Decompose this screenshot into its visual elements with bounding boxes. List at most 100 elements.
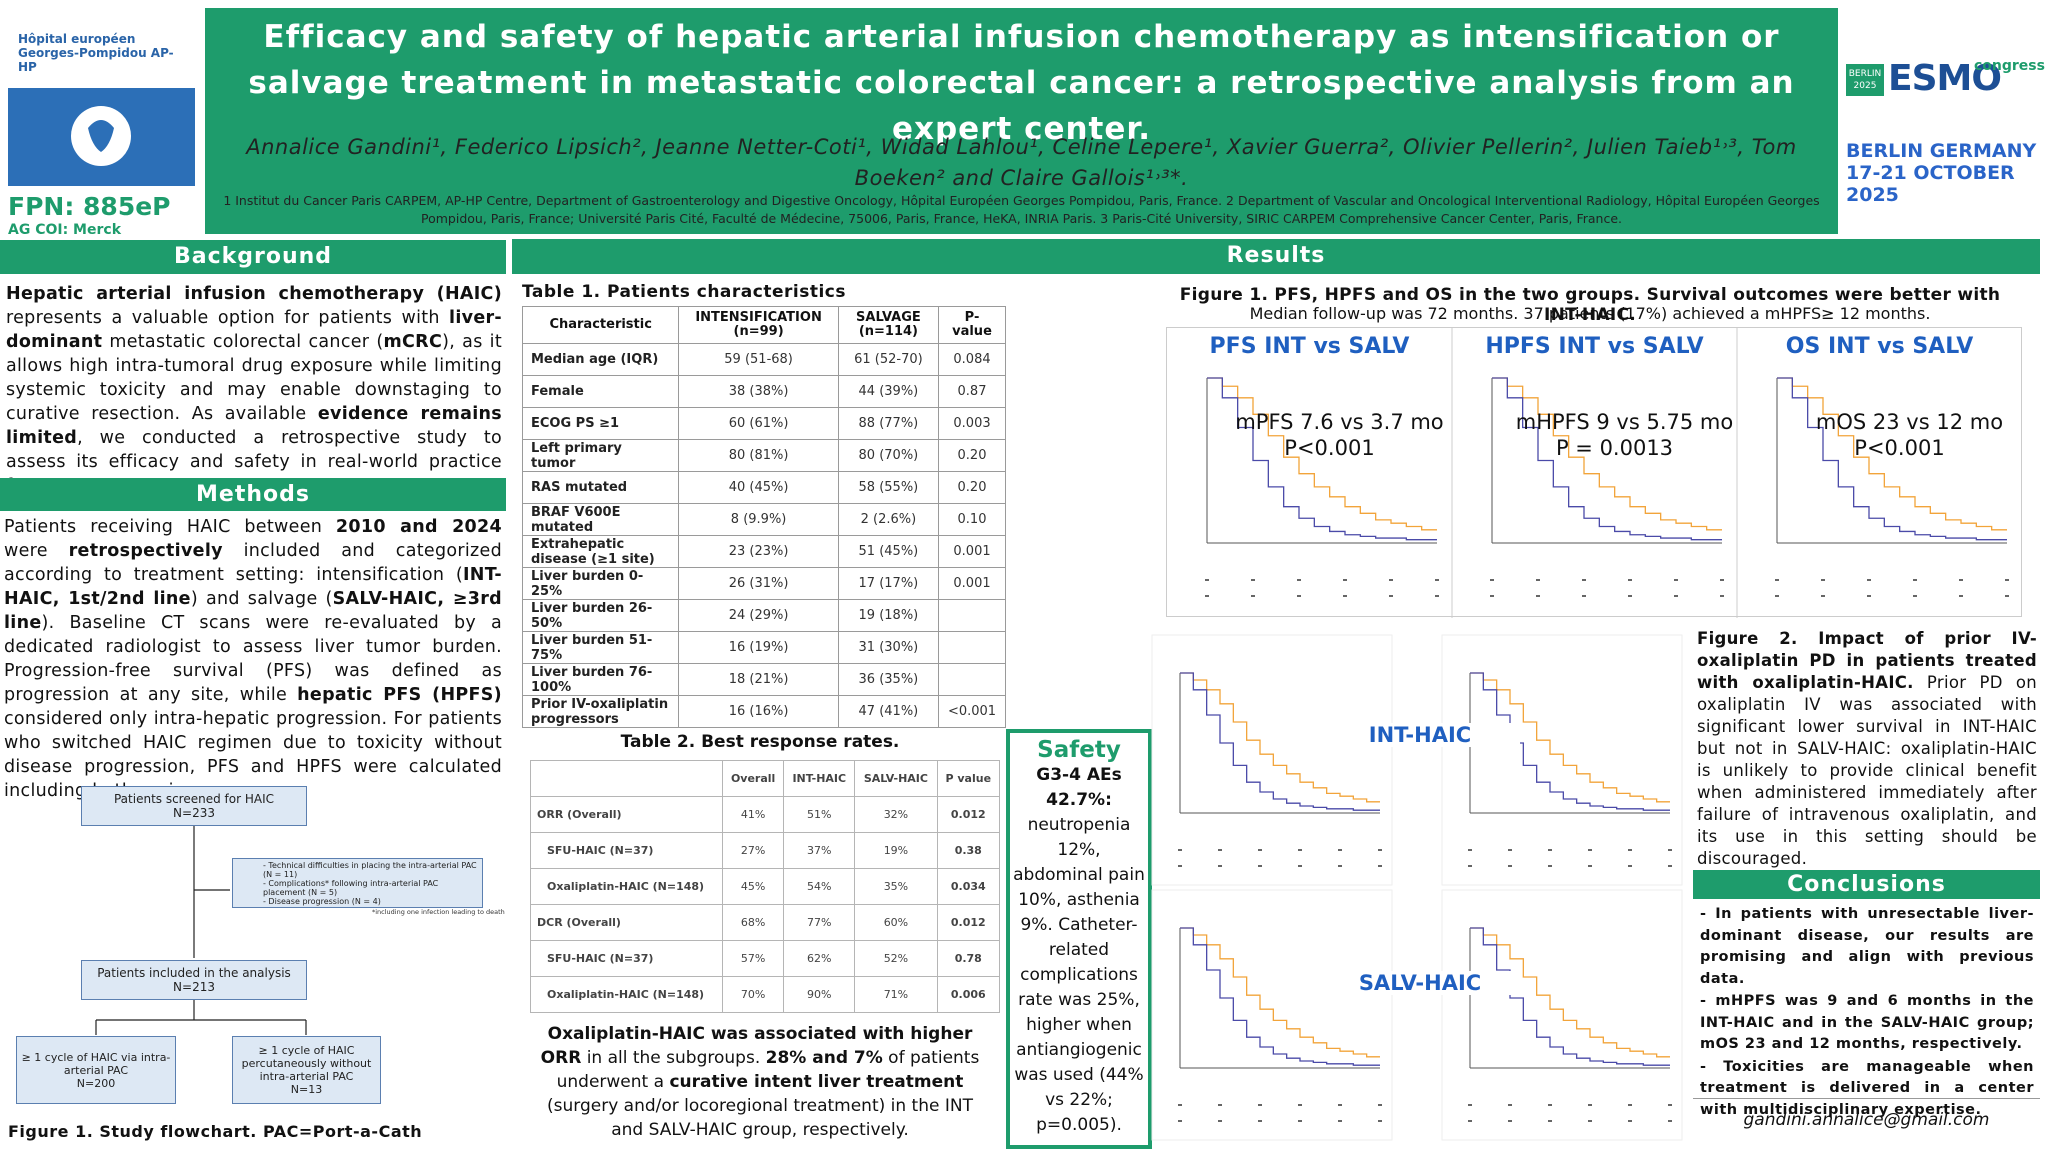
table-cell: RAS mutated [521,471,680,504]
risk-table-dot [1251,595,1255,597]
panel-median: mPFS 7.6 vs 3.7 mo [1235,410,1444,434]
table-cell: 80 (70%) [837,439,940,472]
section-heading: Background [0,240,506,274]
table2-text: Oxaliplatin-HAIC was associated with hig… [540,1022,980,1142]
table-cell [938,631,1006,664]
flow-text: - Technical difficulties in placing the … [263,860,477,879]
risk-table-dot [2005,595,2009,597]
table-cell: ECOG PS ≥1 [521,407,680,440]
background-text: Hepatic arterial infusion chemotherapy (… [6,282,502,498]
risk-table-dot [1378,1120,1382,1122]
km-curve [1180,927,1380,1066]
methods-text: Patients receiving HAIC between 2010 and… [4,515,502,803]
table-cell: 59 (51-68) [678,343,839,376]
table-caption: Table 2. Best response rates. [620,732,900,752]
table-row: Liver burden 76-100% 18 (21%) 36 (35%) [521,663,1006,696]
panel-title: HPFS INT vs SALV [1485,334,1704,359]
text-run: ), as it allows high intra-tumoral drug … [6,332,503,424]
panel-frame [1151,634,1393,886]
risk-table-dot [1338,1104,1342,1106]
text-run: neutropenia 12%, abdominal pain 10%, ast… [1013,815,1145,1135]
risk-table-dot [1338,849,1342,851]
table-cell: 51% [783,796,856,833]
table-cell: 45% [722,868,785,905]
risk-table-dot [1775,579,1779,581]
risk-table-dot [1913,595,1917,597]
risk-table-dot [1668,1104,1672,1106]
table-cell: 58 (55%) [837,471,940,504]
table-cell: Liver burden 51-75% [521,631,680,664]
risk-table-dot [1218,849,1222,851]
flow-text: ≥ 1 cycle of HAIC via intra-arterial PAC [21,1050,171,1077]
risk-table-dot [1338,1120,1342,1122]
text-run: ). Baseline CT scans were re-evaluated b… [4,613,502,705]
flow-text: Patients screened for HAIC [113,792,275,806]
risk-table-dot [1205,595,1209,597]
table-cell: 52% [854,940,938,977]
flowchart-arrows [95,825,307,1035]
risk-table-dot [1297,595,1301,597]
congress-name: ESMO [1888,58,2002,99]
table-cell: 71% [854,976,938,1013]
risk-table-dot [1628,1120,1632,1122]
flow-exclusion: - Technical difficulties in placing the … [232,858,483,908]
text-run: retrospectively [68,541,223,561]
panel-p: P = 0.0013 [1555,436,1674,460]
risk-table-dot [1435,595,1439,597]
table2: Overall INT-HAIC SALV-HAIC P value ORR (Over… [529,760,1001,1013]
table-row: Median age (IQR) 59 (51-68) 61 (52-70) 0.08… [521,343,1006,376]
header-cell: SALV-HAIC [854,760,938,797]
risk-table-dot [1959,579,1963,581]
table-row: Oxaliplatin-HAIC (N=148) 45% 54% 35% 0.034 [529,868,1001,905]
table-cell [938,599,1006,632]
safety-heading: Safety [1037,737,1121,763]
authors: Annalice Gandini¹, Federico Lipsich², Je… [246,135,1797,190]
logo-block [8,88,195,186]
table-cell: Oxaliplatin-HAIC (N=148) [529,868,724,905]
table-row: Oxaliplatin-HAIC (N=148) 70% 90% 71% 0.006 [529,976,1001,1013]
text-run: SALV-HAIC, ≥3rd line [4,589,502,633]
panel-overlay: HPFS INT vs SALV mHPFS 9 vs 5.75 mo P = 0.… [1452,328,1737,461]
risk-table-dot [1959,595,1963,597]
risk-table-dot [1548,865,1552,867]
risk-table-dot [1251,579,1255,581]
km-curve [1470,927,1670,1066]
table-cell: 41% [722,796,785,833]
risk-table-dot [1668,1120,1672,1122]
risk-table-dot [1343,595,1347,597]
risk-table-dot [1178,849,1182,851]
text-run: Hepatic arterial infusion chemotherapy (… [6,284,502,304]
km-curve [1492,377,1722,531]
table-cell: 90% [783,976,856,1013]
affiliations: 1 Institut du Cancer Paris CARPEM, AP-HP… [223,193,1820,226]
table-cell: 44 (39%) [837,375,940,408]
table-cell: 0.001 [938,567,1006,600]
km-curve [1470,927,1670,1058]
risk-table-dot [1297,579,1301,581]
table-row: Liver burden 51-75% 16 (19%) 31 (30%) [521,631,1006,664]
table-cell: Left primary tumor [521,439,680,472]
risk-table-dot [1913,579,1917,581]
risk-table-dot [1720,579,1724,581]
km-curve [1777,377,2007,531]
table-cell: 80 (81%) [678,439,839,472]
risk-table-dot [1338,865,1342,867]
table-row: Extrahepatic disease (≥1 site) 23 (23%) 51… [521,535,1006,568]
flow-node: ≥ 1 cycle of HAIC via intra-arterial PAC… [16,1036,176,1104]
risk-table-dot [1588,1104,1592,1106]
table-row: RAS mutated 40 (45%) 58 (55%) 0.20 [521,471,1006,504]
table-cell: 60 (61%) [678,407,839,440]
text-run: Patients receiving HAIC between [4,517,336,537]
header-cell: P value [936,760,1001,797]
table-row: Left primary tumor 80 (81%) 80 (70%) 0.20 [521,439,1006,472]
figure2-label: SALV-HAIC [1320,971,1520,995]
congress-dates: 17-21 OCTOBER 2025 [1846,162,2015,206]
panel-title: PFS INT vs SALV [1209,334,1410,359]
risk-table-dot [1674,579,1678,581]
conclusion-item: - mHPFS was 9 and 6 months in the INT-HA… [1700,993,2034,1052]
table-cell: 0.20 [938,439,1006,472]
risk-table-dot [1178,1120,1182,1122]
text-run: mCRC [383,332,443,352]
congress-logo: BERLIN 2025 ESMO congress [1846,58,2045,100]
